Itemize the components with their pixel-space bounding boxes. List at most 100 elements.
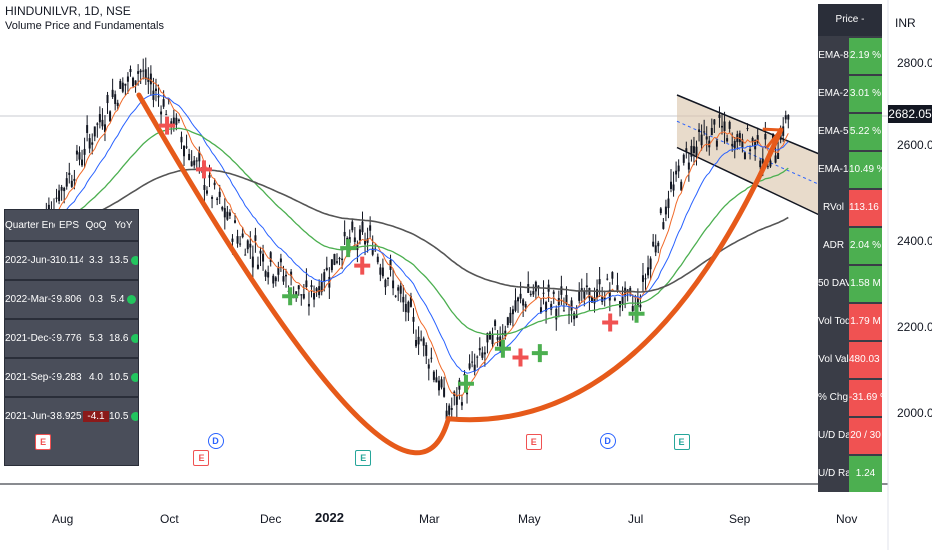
earnings-event-icon[interactable]: E xyxy=(355,450,372,466)
candle-body xyxy=(180,136,183,143)
candle-body xyxy=(282,276,285,282)
candle-body xyxy=(713,119,716,125)
candle-body xyxy=(198,151,201,162)
candle-body xyxy=(565,294,568,305)
candle-body xyxy=(450,408,453,410)
candle-body xyxy=(175,117,178,125)
candle-body xyxy=(338,258,341,260)
candle-body xyxy=(524,303,527,308)
qoq-cell: 5.3 xyxy=(89,333,103,344)
candle-body xyxy=(139,70,142,73)
candle-body xyxy=(608,289,611,301)
earnings-event-icon[interactable]: E xyxy=(673,434,690,450)
candle-body xyxy=(231,238,234,242)
candle-body xyxy=(517,297,520,302)
candle-body xyxy=(244,254,247,256)
candle-body xyxy=(277,267,280,275)
earnings-event-icon[interactable]: E xyxy=(525,434,542,450)
candle-body xyxy=(654,245,657,253)
candle-body xyxy=(746,128,749,130)
candle-body xyxy=(593,297,596,304)
candle-body xyxy=(700,134,703,146)
candle-body xyxy=(692,146,695,153)
candle-body xyxy=(121,82,124,92)
candle-body xyxy=(389,259,392,270)
candle-body xyxy=(320,281,323,293)
candle-body xyxy=(555,308,558,320)
candle-body xyxy=(361,221,364,233)
metric-label: U/D Ratio xyxy=(818,456,849,492)
metric-value: 113.16 % xyxy=(849,190,882,226)
candle-body xyxy=(468,363,471,369)
channel-top-line xyxy=(676,94,825,157)
candle-body xyxy=(47,204,50,213)
candle-body xyxy=(88,138,91,149)
candle-body xyxy=(675,170,678,175)
candle-body xyxy=(160,111,163,115)
candle-body xyxy=(241,233,244,238)
candle-body xyxy=(430,357,433,359)
candle-body xyxy=(290,271,293,276)
yoy-cell: 5.4 xyxy=(109,294,138,305)
candle-body xyxy=(427,364,430,369)
candle-body xyxy=(205,190,208,194)
yoy-cell: 13.5 xyxy=(109,255,138,266)
metric-label: RVol xyxy=(818,190,849,226)
candle-body xyxy=(598,279,601,285)
quarter-cell: 2021-Sep-30 xyxy=(5,372,55,383)
candle-body xyxy=(667,198,670,209)
candle-body xyxy=(443,387,446,397)
candle-body xyxy=(285,274,288,277)
candle-body xyxy=(519,293,522,299)
eps-cell: 9.776 xyxy=(56,333,82,344)
candle-body xyxy=(315,288,318,292)
candle-body xyxy=(682,154,685,163)
yoy-value: 18.6 xyxy=(109,333,129,344)
candle-body xyxy=(652,241,655,247)
candle-body xyxy=(300,294,303,296)
yoy-cell: 10.5 xyxy=(109,372,138,383)
candle-body xyxy=(279,258,282,263)
candle-body xyxy=(343,231,346,237)
candle-body xyxy=(371,248,374,255)
signal-cross-icon xyxy=(282,294,299,299)
candle-body xyxy=(58,190,61,202)
candle-body xyxy=(397,287,400,291)
candle-body xyxy=(731,143,734,147)
candle-body xyxy=(463,373,466,376)
status-dot-icon xyxy=(131,255,138,265)
candle-body xyxy=(60,186,63,191)
metric-label: % Chg Vol xyxy=(818,380,849,416)
candle-body xyxy=(330,259,333,271)
candle-body xyxy=(733,141,736,149)
candle-body xyxy=(70,180,73,187)
candle-body xyxy=(481,352,484,358)
candle-body xyxy=(529,293,532,295)
earnings-event-icon[interactable]: E xyxy=(193,450,210,466)
dividend-event-icon[interactable]: D xyxy=(599,433,616,449)
candle-body xyxy=(264,271,267,277)
candle-body xyxy=(435,377,438,383)
yoy-value: 10.5 xyxy=(109,411,129,422)
candle-body xyxy=(664,206,667,215)
candle-body xyxy=(203,185,206,190)
col-eps: EPS xyxy=(58,219,79,231)
candle-body xyxy=(476,356,479,358)
candle-body xyxy=(313,293,316,300)
eps-cell: 10.114 xyxy=(55,255,83,266)
earnings-event-icon[interactable]: E xyxy=(35,434,52,450)
col-yoy: YoY xyxy=(114,219,133,231)
indicator-name: Volume Price and Fundamentals xyxy=(5,20,164,32)
candle-body xyxy=(578,290,581,301)
candle-body xyxy=(721,125,724,128)
candle-body xyxy=(216,198,219,200)
candle-body xyxy=(621,297,624,304)
yoy-value: 13.5 xyxy=(109,255,129,266)
candle-body xyxy=(259,250,262,254)
quarter-cell: 2022-Mar-31 xyxy=(5,294,55,305)
dividend-event-icon[interactable]: D xyxy=(207,433,224,449)
metric-row: EMA-14410.49 % xyxy=(818,150,882,188)
candle-body xyxy=(588,288,591,299)
candle-body xyxy=(626,289,629,291)
